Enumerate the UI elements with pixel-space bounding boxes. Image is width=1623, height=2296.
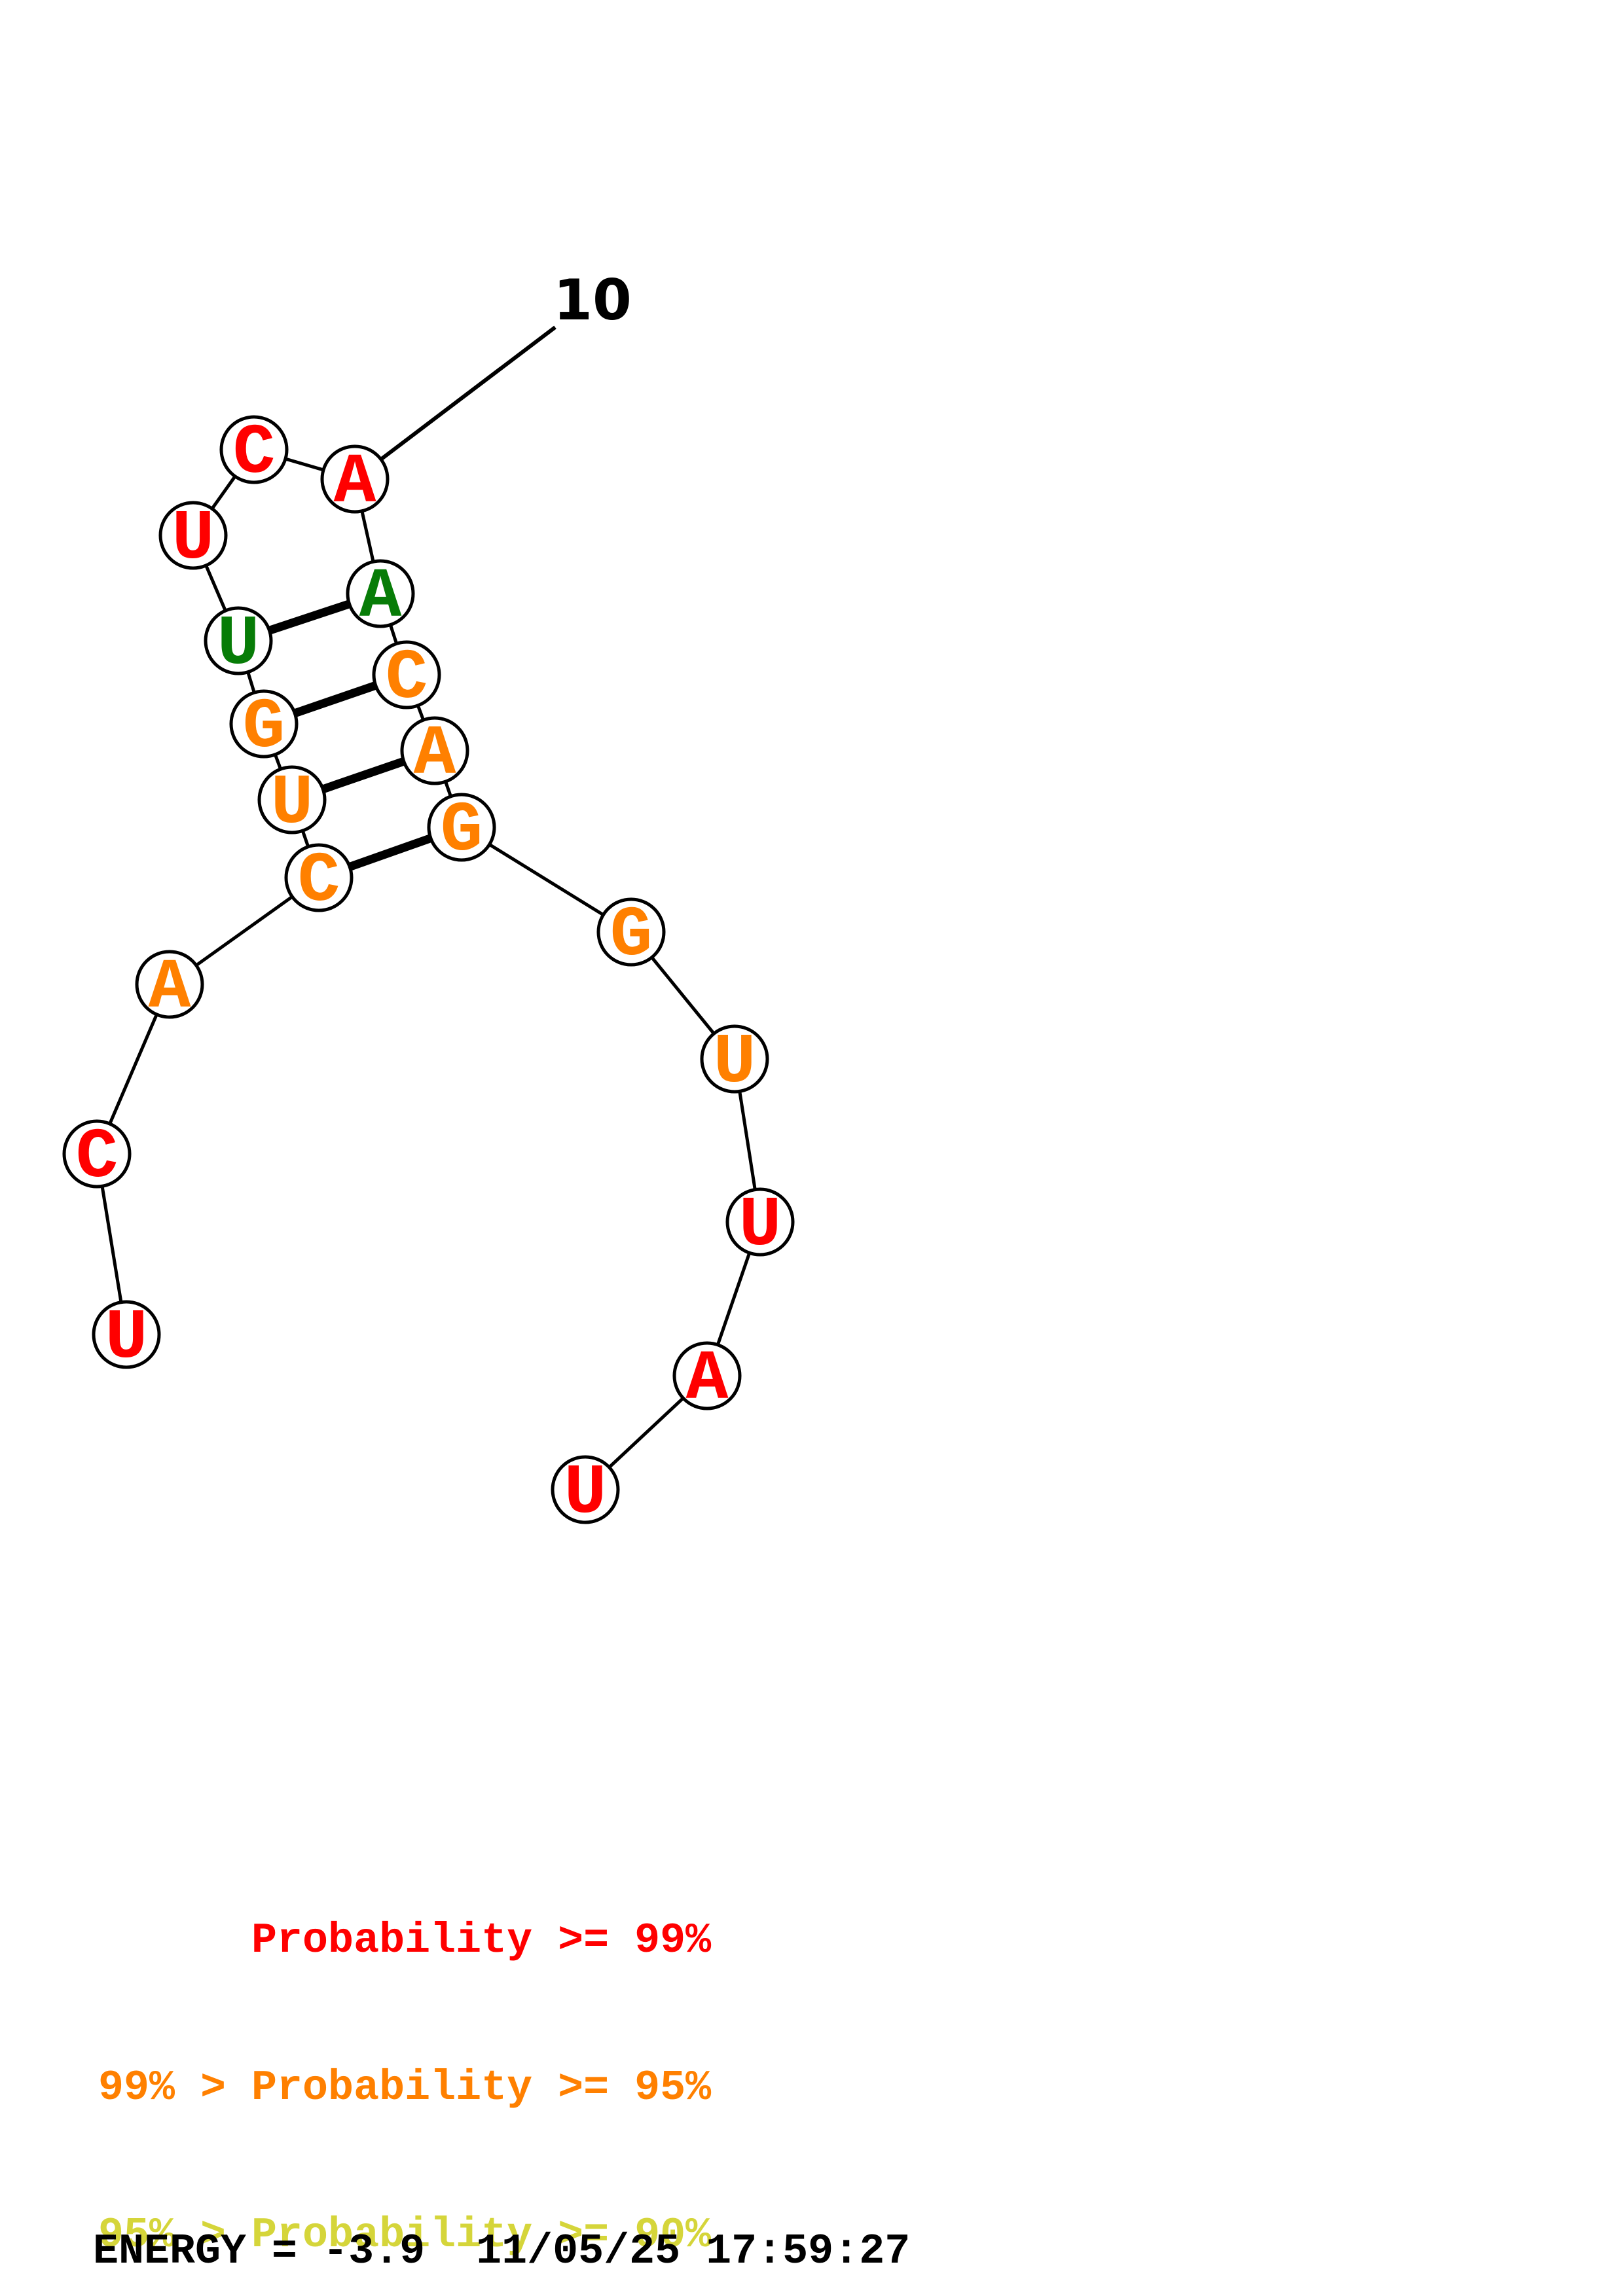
nucleotide-base-13: A (414, 715, 456, 795)
legend-row-2: 99% > Probability >= 95% (98, 2064, 712, 2112)
nucleotide-base-12: C (386, 639, 428, 719)
nucleotide-circle-10 (320, 444, 390, 514)
nucleotide-circle-12 (372, 640, 441, 709)
nucleotide-base-19: U (564, 1454, 607, 1534)
nucleotide-base-16: U (714, 1023, 756, 1103)
nucleotide-circle-17 (725, 1187, 795, 1257)
nucleotide-base-11: A (359, 558, 402, 637)
nucleotide-circle-8 (158, 501, 228, 570)
nucleotide-base-7: U (217, 605, 260, 685)
legend-row-1: Probability >= 99% (98, 1916, 712, 1965)
nucleotide-circle-4 (284, 843, 354, 912)
nucleotide-base-5: U (271, 764, 314, 844)
nucleotide-circle-9 (219, 415, 289, 484)
nucleotide-base-6: G (243, 688, 285, 768)
nucleotide-circle-18 (672, 1341, 742, 1410)
nucleotide-circle-13 (400, 716, 469, 785)
sequence-number-label: 10 (553, 268, 632, 333)
nucleotide-circle-3 (135, 950, 204, 1019)
nucleotide-circle-11 (346, 559, 415, 628)
nucleotide-circle-1 (92, 1300, 161, 1369)
number-label-line (354, 325, 556, 481)
nucleotide-circle-5 (257, 765, 327, 834)
nucleotide-base-10: A (334, 443, 376, 523)
nucleotide-base-1: U (105, 1299, 148, 1378)
nucleotide-base-4: C (298, 842, 340, 922)
nucleotide-circle-2 (62, 1119, 132, 1189)
nucleotide-base-8: U (172, 499, 215, 579)
nucleotide-circle-16 (700, 1024, 769, 1094)
nucleotide-circle-7 (204, 606, 273, 675)
nucleotide-base-3: A (149, 948, 191, 1028)
probability-legend: Probability >= 99% 99% > Probability >= … (98, 1818, 711, 2296)
nucleotide-circle-19 (551, 1455, 620, 1524)
nucleotide-circle-14 (427, 793, 496, 862)
nucleotide-circle-6 (229, 689, 299, 759)
nucleotide-base-17: U (739, 1186, 782, 1266)
nucleotide-base-2: C (76, 1118, 119, 1198)
nucleotide-base-15: G (610, 896, 653, 976)
nucleotide-base-9: C (233, 414, 276, 493)
nucleotide-base-18: A (686, 1340, 729, 1420)
legend-row-3: 95% > Probability >= 90% (98, 2211, 712, 2259)
nucleotide-circle-15 (596, 897, 666, 967)
nucleotide-base-14: G (441, 791, 483, 871)
energy-datetime-line: ENERGY = -3.9 11/05/25 17:59:27 (93, 2227, 911, 2276)
